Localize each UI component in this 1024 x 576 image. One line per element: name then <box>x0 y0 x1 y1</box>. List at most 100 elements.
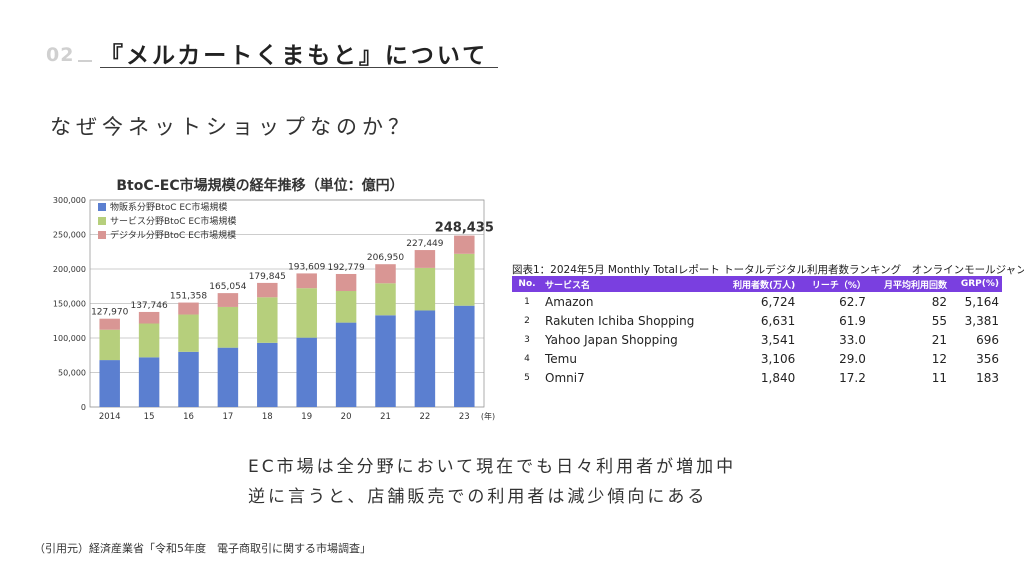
bar-segment-1 <box>257 342 278 407</box>
table-row: 5 Omni7 1,840 17.2 11 183 <box>512 368 1002 387</box>
bar-segment-1 <box>99 360 120 407</box>
bar-segment-2 <box>257 297 278 343</box>
bar-segment-3 <box>296 273 317 289</box>
cell-no: 2 <box>524 315 530 326</box>
total-data-label: 193,609 <box>288 262 325 272</box>
bar-segment-2 <box>217 306 239 348</box>
y-tick-label: 300,000 <box>53 196 86 205</box>
x-tick-label: 20 <box>341 412 352 422</box>
bar-segment-2 <box>414 267 436 311</box>
cell-users: 1,840 <box>760 370 796 385</box>
x-tick-label: 21 <box>380 412 391 422</box>
cell-service-name: Rakuten Ichiba Shopping <box>545 313 695 328</box>
bar-segment-2 <box>99 329 120 361</box>
total-data-label: 137,746 <box>130 301 167 311</box>
header-reach: リーチ（%） <box>798 276 869 292</box>
cell-no: 1 <box>524 296 530 307</box>
bar-segment-2 <box>375 283 396 316</box>
bar-segment-3 <box>257 282 278 298</box>
cell-grp: 3,381 <box>964 313 999 328</box>
bar-segment-1 <box>296 337 317 407</box>
y-tick-label: 0 <box>81 403 86 412</box>
header-avg-visits: 月平均利用回数 <box>868 276 951 292</box>
cell-users: 3,541 <box>760 332 796 347</box>
bar-segment-3 <box>138 311 160 324</box>
source-citation: （引用元）経済産業省「令和5年度 電子商取引に関する市場調査」 <box>34 542 371 555</box>
total-data-label: 248,435 <box>435 221 494 236</box>
total-data-label: 206,950 <box>367 253 404 263</box>
bar-segment-1 <box>375 315 396 407</box>
slide-number: 02 <box>46 44 75 66</box>
cell-users: 3,106 <box>760 351 796 366</box>
table-row: 4 Temu 3,106 29.0 12 356 <box>512 349 1002 368</box>
header-grp: GRP(%) <box>950 276 1002 292</box>
y-tick-label: 150,000 <box>53 300 86 309</box>
cell-service-name: Yahoo Japan Shopping <box>545 332 678 347</box>
cell-avg-visits: 11 <box>931 370 948 385</box>
bar-segment-1 <box>454 305 475 407</box>
bar-segment-3 <box>335 273 357 292</box>
cell-avg-visits: 82 <box>931 294 948 309</box>
slide-number-dash <box>78 60 92 62</box>
legend-entry: デジタル分野BtoC EC市場規模 <box>110 229 236 241</box>
legend-entry: サービス分野BtoC EC市場規模 <box>110 215 236 227</box>
ranking-table: No. サービス名 利用者数(万人) リーチ（%） 月平均利用回数 GRP(%)… <box>512 276 1002 387</box>
y-tick-label: 50,000 <box>58 369 86 378</box>
conclusion-text: EC市場は全分野において現在でも日々利用者が増加中 逆に言うと、店舗販売での利用… <box>248 452 736 512</box>
total-data-label: 227,449 <box>406 239 443 249</box>
title-underline <box>100 67 498 68</box>
cell-users: 6,631 <box>760 313 796 328</box>
bar-segment-3 <box>375 264 396 284</box>
bar-segment-1 <box>335 322 357 407</box>
slide-subtitle: なぜ今ネットショップなのか？ <box>50 115 414 139</box>
cell-users: 6,724 <box>760 294 796 309</box>
table-header-row: No. サービス名 利用者数(万人) リーチ（%） 月平均利用回数 GRP(%) <box>512 276 1002 292</box>
table-row: 3 Yahoo Japan Shopping 3,541 33.0 21 696 <box>512 330 1002 349</box>
x-tick-label: 22 <box>419 412 430 422</box>
header-users: 利用者数(万人) <box>718 276 799 292</box>
total-data-label: 192,779 <box>327 263 364 273</box>
x-tick-label: 18 <box>262 412 273 422</box>
cell-grp: 356 <box>976 351 999 366</box>
plot-frame <box>89 199 485 408</box>
table-row: 2 Rakuten Ichiba Shopping 6,631 61.9 55 … <box>512 311 1002 330</box>
table-caption: 図表1：2024年5月 Monthly Totalレポート トータルデジタル利用… <box>512 264 1024 276</box>
x-tick-label: 17 <box>222 412 233 422</box>
cell-grp: 5,164 <box>964 294 999 309</box>
x-tick-label: 2014 <box>99 412 121 422</box>
x-unit-label: (年) <box>481 411 495 421</box>
bar-segment-3 <box>217 293 239 307</box>
x-tick-label: 16 <box>183 412 194 422</box>
bar-segment-2 <box>454 253 475 306</box>
legend-swatch <box>98 217 106 225</box>
cell-no: 5 <box>524 372 530 383</box>
cell-no: 4 <box>524 353 530 364</box>
cell-avg-visits: 55 <box>931 313 948 328</box>
header-no: No. <box>512 276 542 292</box>
cell-avg-visits: 12 <box>931 351 948 366</box>
bar-segment-2 <box>178 314 199 352</box>
chart-title: BtoC-EC市場規模の経年推移（単位：億円） <box>116 177 403 194</box>
bar-segment-1 <box>414 310 436 407</box>
bar-segment-3 <box>99 318 120 330</box>
bar-segment-1 <box>217 347 239 407</box>
bar-segment-2 <box>138 323 160 358</box>
x-tick-label: 23 <box>459 412 470 422</box>
y-tick-label: 250,000 <box>53 231 86 240</box>
legend-swatch <box>98 203 106 211</box>
legend-swatch <box>98 231 106 239</box>
x-tick-label: 15 <box>144 412 155 422</box>
y-tick-label: 100,000 <box>53 334 86 343</box>
slide-title: 『メルカートくまもと』について <box>100 43 489 69</box>
legend-entry: 物販系分野BtoC EC市場規模 <box>110 201 227 213</box>
bar-segment-3 <box>178 302 199 315</box>
cell-reach: 29.0 <box>839 351 866 366</box>
cell-reach: 17.2 <box>839 370 866 385</box>
conclusion-line-1: EC市場は全分野において現在でも日々利用者が増加中 <box>248 457 737 477</box>
conclusion-line-2: 逆に言うと、店舗販売での利用者は減少傾向にある <box>248 487 708 507</box>
y-tick-label: 200,000 <box>53 265 86 274</box>
cell-avg-visits: 21 <box>931 332 948 347</box>
header-service-name: サービス名 <box>542 276 718 292</box>
cell-service-name: Temu <box>545 351 577 366</box>
total-data-label: 165,054 <box>209 282 246 292</box>
